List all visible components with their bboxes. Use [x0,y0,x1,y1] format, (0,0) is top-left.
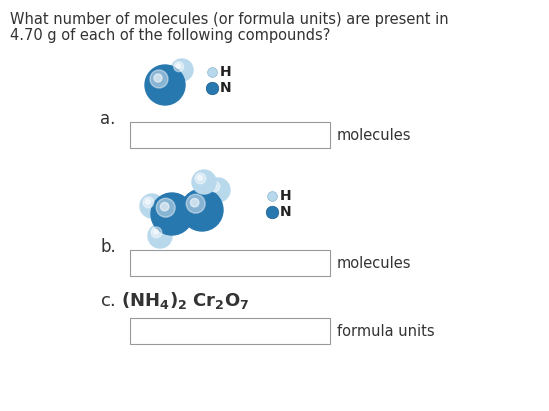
Circle shape [195,173,206,184]
Circle shape [176,64,181,68]
Text: a.: a. [100,110,115,128]
Circle shape [140,194,164,218]
Circle shape [151,227,162,238]
Circle shape [145,65,185,105]
Circle shape [160,202,169,211]
Text: H: H [280,189,292,203]
Circle shape [145,199,150,204]
FancyBboxPatch shape [130,250,330,276]
Text: N: N [220,81,232,95]
Circle shape [148,224,172,248]
Circle shape [206,178,230,202]
Circle shape [143,197,154,208]
Text: What number of molecules (or formula units) are present in: What number of molecules (or formula uni… [10,12,449,27]
Text: formula units: formula units [337,323,435,339]
Circle shape [151,193,193,235]
Text: molecules: molecules [337,256,412,270]
Text: c. $\mathbf{(NH_4)_2\ Cr_2O_7}$: c. $\mathbf{(NH_4)_2\ Cr_2O_7}$ [100,290,249,311]
Circle shape [181,189,223,231]
Text: b.: b. [100,238,116,256]
Circle shape [171,59,193,81]
Circle shape [153,229,158,234]
Text: N: N [280,205,292,219]
Circle shape [173,62,184,72]
Text: molecules: molecules [337,127,412,143]
Circle shape [198,175,202,180]
Circle shape [211,183,216,188]
Circle shape [191,199,199,207]
Text: 4.70 g of each of the following compounds?: 4.70 g of each of the following compound… [10,28,330,43]
Circle shape [156,198,175,217]
Circle shape [186,194,205,213]
Circle shape [209,181,220,192]
FancyBboxPatch shape [130,318,330,344]
Text: H: H [220,65,232,79]
FancyBboxPatch shape [130,122,330,148]
Circle shape [150,70,168,88]
Circle shape [154,74,162,82]
Circle shape [192,170,216,194]
